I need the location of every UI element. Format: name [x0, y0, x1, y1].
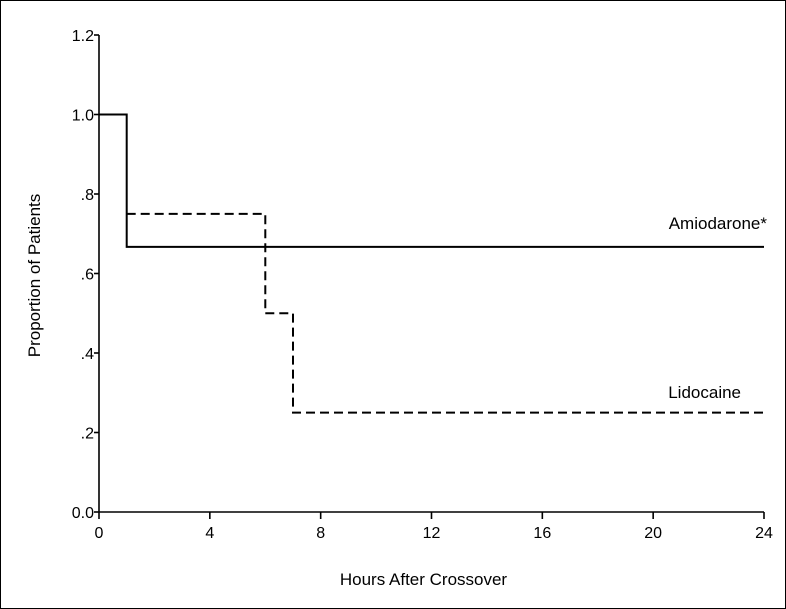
series-group — [99, 113, 764, 414]
y-tick-label: .6 — [81, 267, 94, 284]
series-label-amiodarone: Amiodarone* — [669, 214, 768, 233]
y-axis-title: Proportion of Patients — [25, 194, 44, 357]
tick-group: 0.0 .2 .4 .6 .8 1.0 1.2 0 4 8 12 16 20 24 — [72, 28, 773, 542]
series-label-lidocaine: Lidocaine — [668, 383, 741, 402]
y-tick-label: .2 — [81, 426, 94, 443]
axes — [98, 35, 764, 513]
x-tick-label: 16 — [533, 525, 551, 542]
x-tick-label: 24 — [755, 525, 773, 542]
y-tick-label: 0.0 — [72, 505, 94, 522]
x-tick-label: 4 — [205, 525, 214, 542]
x-tick-label: 8 — [316, 525, 325, 542]
series-line-amiodarone — [99, 113, 764, 248]
x-tick-label: 20 — [644, 525, 662, 542]
series-line-lidocaine — [126, 212, 764, 414]
y-tick-label: .4 — [81, 346, 94, 363]
y-tick-label: 1.0 — [72, 108, 94, 125]
label-group: Proportion of Patients Hours After Cross… — [25, 194, 767, 589]
x-axis-title: Hours After Crossover — [340, 570, 508, 589]
y-tick-label: 1.2 — [72, 28, 94, 45]
y-tick-label: .8 — [81, 187, 94, 204]
x-tick-label: 0 — [95, 525, 104, 542]
x-tick-label: 12 — [423, 525, 441, 542]
